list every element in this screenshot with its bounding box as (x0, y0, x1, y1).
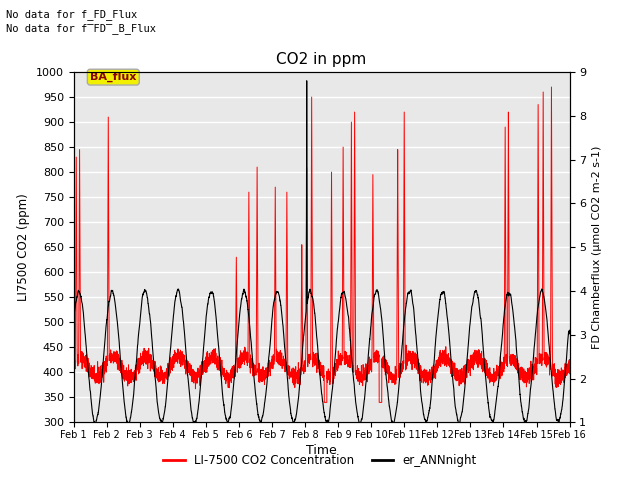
Title: CO2 in ppm: CO2 in ppm (276, 52, 367, 67)
Text: No data for f̅FD̅_B_Flux: No data for f̅FD̅_B_Flux (6, 23, 156, 34)
Y-axis label: LI7500 CO2 (ppm): LI7500 CO2 (ppm) (17, 193, 30, 301)
Y-axis label: FD Chamberflux (μmol CO2 m-2 s-1): FD Chamberflux (μmol CO2 m-2 s-1) (592, 145, 602, 349)
Text: No data for f_FD_Flux: No data for f_FD_Flux (6, 9, 138, 20)
Text: BA_flux: BA_flux (90, 72, 136, 82)
X-axis label: Time: Time (306, 444, 337, 457)
Legend: LI-7500 CO2 Concentration, er_ANNnight: LI-7500 CO2 Concentration, er_ANNnight (159, 449, 481, 472)
